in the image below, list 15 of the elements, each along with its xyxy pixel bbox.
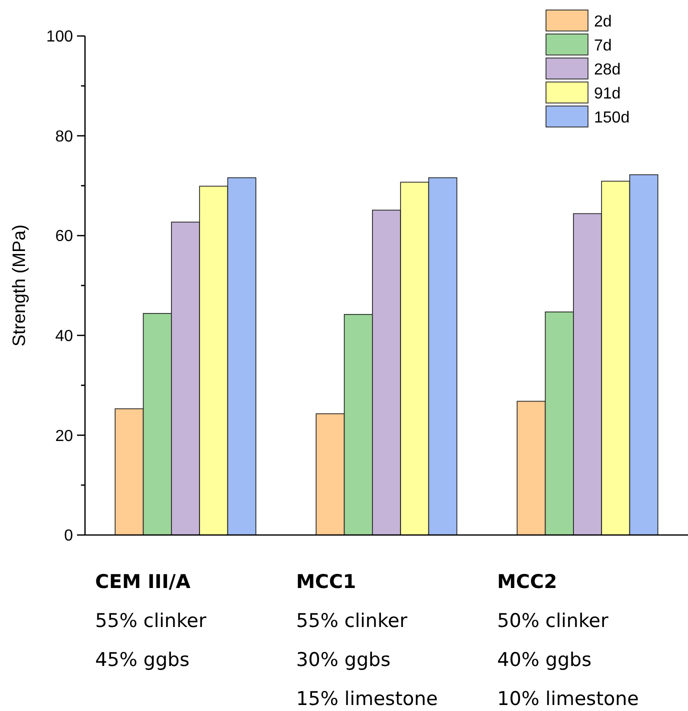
x-tick-label: MCC1 55% clinker 30% ggbs 15% limestone [296,571,438,710]
legend-label: 7d [594,38,612,55]
y-tick-label: 60 [55,228,74,246]
x-tick-label: MCC2 50% clinker 40% ggbs 10% limestone [497,571,639,710]
y-tick-label: 40 [55,328,74,345]
y-tick-label: 20 [55,428,74,445]
y-tick-label: 100 [46,28,74,46]
y-axis-title: Strength (MPa) [9,224,29,347]
legend-label: 91d [594,86,621,103]
legend-label: 2d [594,14,612,31]
legend-label: 150d [594,110,630,127]
y-tick-label: 80 [55,128,74,146]
y-tick-label: 0 [64,528,74,545]
x-tick-label: CEM III/A 55% clinker 45% ggbs [95,571,206,671]
legend-label: 28d [594,62,621,79]
